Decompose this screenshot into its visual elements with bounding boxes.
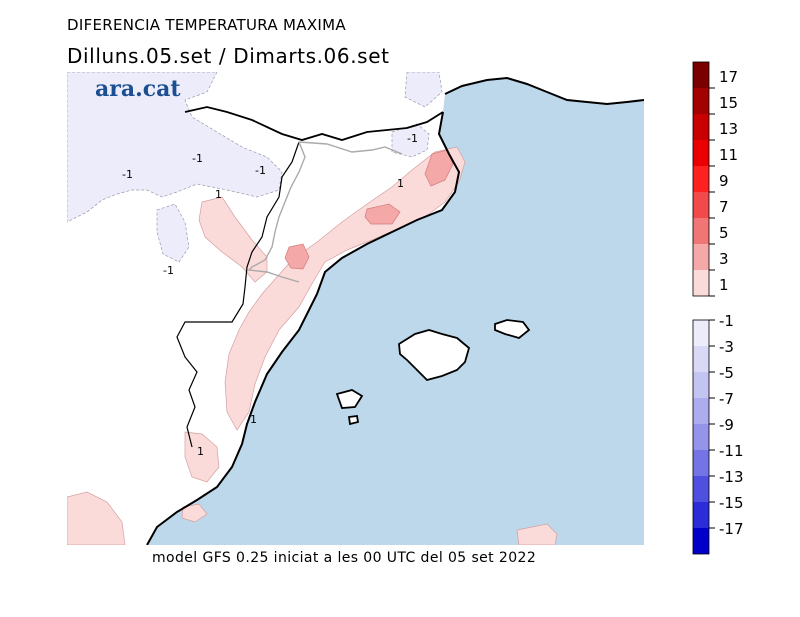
- legend-label-neg-2: -5: [719, 364, 734, 382]
- legend-label-pos-0: 17: [719, 68, 738, 86]
- legend-swatch-neg-2: [693, 372, 709, 398]
- legend-swatch-neg-8: [693, 528, 709, 554]
- legend-swatch-neg-0: [693, 320, 709, 346]
- contour-label-neg-2: -1: [192, 152, 203, 165]
- coastline: [146, 76, 644, 545]
- legend-swatch-pos-3: [693, 140, 709, 166]
- contour-label-pos-2: 1: [397, 177, 404, 190]
- sea-area: [147, 78, 644, 545]
- legend-label-pos-2: 13: [719, 120, 738, 138]
- negative-anomaly-ne: [391, 123, 430, 158]
- legend-swatch-pos-4: [693, 166, 709, 192]
- ibiza-island: [335, 389, 364, 409]
- legend-swatch-neg-4: [693, 424, 709, 450]
- positive-core-2: [364, 203, 401, 225]
- legend-label-neg-1: -3: [719, 338, 734, 356]
- temperature-difference-map: -1 -1 -1 -1 -1 1 1 1 1: [67, 72, 644, 545]
- color-legend: 17 15 13 11 9 7 5 3 1 -1 -3 -5 -7 -9 -11 -13 -15 -17: [692, 61, 793, 562]
- legend-label-neg-3: -7: [719, 390, 734, 408]
- catalonia-border: [247, 141, 403, 283]
- legend-label-pos-7: 3: [719, 250, 729, 268]
- positive-core-3: [284, 243, 310, 270]
- legend-swatch-pos-5: [693, 192, 709, 218]
- positive-anomaly-south: [184, 431, 220, 483]
- legend-label-pos-6: 5: [719, 224, 729, 242]
- legend-border-pos: [692, 61, 710, 297]
- legend-label-pos-3: 11: [719, 146, 738, 164]
- contour-label-pos-3: 1: [250, 413, 257, 426]
- ara-cat-logo: ara.cat: [95, 76, 181, 102]
- mallorca-island: [398, 329, 471, 382]
- legend-label-neg-6: -13: [719, 468, 744, 486]
- legend-swatch-neg-1: [693, 346, 709, 372]
- map-title: DIFERENCIA TEMPERATURA MAXIMA: [67, 16, 346, 34]
- legend-swatch-pos-0: [693, 62, 709, 88]
- menorca-island: [494, 319, 531, 339]
- legend-label-neg-5: -11: [719, 442, 744, 460]
- model-info-footer: model GFS 0.25 iniciat a les 00 UTC del …: [152, 550, 537, 566]
- formentera-island: [347, 414, 360, 426]
- legend-swatch-pos-7: [693, 244, 709, 270]
- negative-anomaly-top: [404, 72, 443, 108]
- positive-anomaly-island: [181, 503, 208, 523]
- legend-swatch-pos-8: [693, 270, 709, 296]
- positive-anomaly-sea: [67, 491, 126, 545]
- negative-anomaly-west: [156, 203, 190, 263]
- legend-label-neg-0: -1: [719, 312, 734, 330]
- legend-swatch-neg-6: [693, 476, 709, 502]
- legend-swatch-pos-1: [693, 88, 709, 114]
- legend-label-pos-8: 1: [719, 276, 729, 294]
- contour-label-neg-3: -1: [255, 164, 266, 177]
- legend-label-neg-4: -9: [719, 416, 734, 434]
- contour-label-pos-4: 1: [197, 445, 204, 458]
- legend-swatch-pos-6: [693, 218, 709, 244]
- border-france-spain: [184, 106, 444, 141]
- legend-swatch-neg-7: [693, 502, 709, 528]
- legend-label-pos-1: 15: [719, 94, 738, 112]
- legend-swatch-neg-3: [693, 398, 709, 424]
- contour-label-neg-4: -1: [407, 132, 418, 145]
- negative-anomaly-north: [67, 72, 283, 223]
- positive-anomaly-inland: [198, 196, 268, 283]
- legend-label-neg-8: -17: [719, 520, 744, 538]
- legend-swatch-neg-5: [693, 450, 709, 476]
- legend-swatch-pos-2: [693, 114, 709, 140]
- contour-label-neg-1: -1: [122, 168, 133, 181]
- contour-label-pos-1: 1: [215, 188, 222, 201]
- contour-label-neg-5: -1: [163, 264, 174, 277]
- legend-label-neg-7: -15: [719, 494, 744, 512]
- map-subtitle: Dilluns.05.set / Dimarts.06.set: [67, 44, 390, 68]
- positive-anomaly-se: [516, 523, 558, 545]
- legend-label-pos-4: 9: [719, 172, 729, 190]
- border-aragon: [176, 141, 300, 448]
- legend-border-neg: [692, 319, 710, 555]
- legend-label-pos-5: 7: [719, 198, 729, 216]
